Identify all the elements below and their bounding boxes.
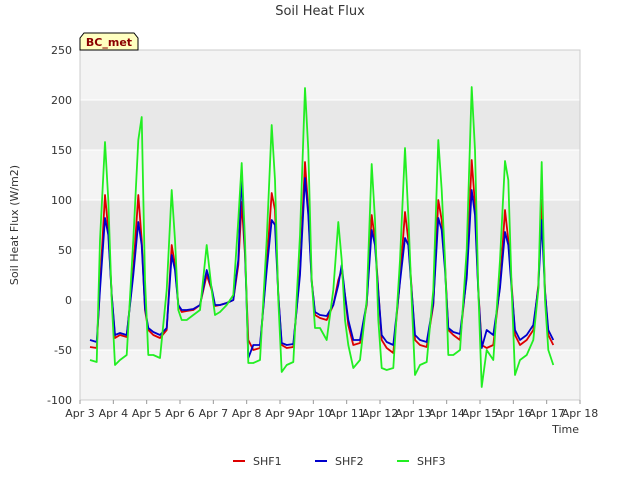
series-lines xyxy=(89,86,555,388)
x-tick-label: Apr 17 xyxy=(528,407,565,420)
legend: SHF1 SHF2 SHF3 xyxy=(233,455,446,468)
x-tick-labels: Apr 3 Apr 4 Apr 5 Apr 6 Apr 7 Apr 8 Apr 9 Apr 1… xyxy=(65,400,598,420)
x-tick-label: Apr 5 xyxy=(132,407,162,420)
legend-label-shf1: SHF1 xyxy=(253,455,282,468)
x-tick-label: Apr 18 xyxy=(562,407,599,420)
plot-band xyxy=(80,100,580,150)
x-tick-label: Apr 11 xyxy=(328,407,365,420)
y-tick-label: -50 xyxy=(54,344,72,357)
x-tick-label: Apr 9 xyxy=(265,407,295,420)
x-tick-label: Apr 4 xyxy=(99,407,129,420)
x-tick-label: Apr 3 xyxy=(65,407,95,420)
y-tick-labels: -100 -50 0 50 100 150 200 250 xyxy=(47,44,72,407)
y-tick-label: 100 xyxy=(51,194,72,207)
plot-bands xyxy=(80,50,580,400)
x-tick-label: Apr 13 xyxy=(395,407,432,420)
x-tick-label: Apr 12 xyxy=(362,407,399,420)
y-tick-label: 150 xyxy=(51,144,72,157)
y-axis-label: Soil Heat Flux (W/m2) xyxy=(8,165,21,285)
x-tick-label: Apr 7 xyxy=(199,407,229,420)
plot-band xyxy=(80,250,580,300)
series-line-shf3 xyxy=(89,86,555,388)
x-axis-label: Time xyxy=(551,423,579,436)
plot-frame xyxy=(79,49,581,401)
y-tick-label: 250 xyxy=(51,44,72,57)
legend-label-shf2: SHF2 xyxy=(335,455,364,468)
plot-band xyxy=(80,150,580,200)
x-tick-label: Apr 6 xyxy=(165,407,195,420)
chart-title: Soil Heat Flux xyxy=(275,4,365,19)
x-tick-label: Apr 15 xyxy=(462,407,499,420)
y-tick-label: 200 xyxy=(51,94,72,107)
site-badge-label: BC_met xyxy=(86,36,132,49)
plot-band xyxy=(80,50,580,100)
x-tick-label: Apr 10 xyxy=(295,407,332,420)
x-tick-label: Apr 14 xyxy=(428,407,465,420)
y-tick-label: -100 xyxy=(47,394,72,407)
x-tick-label: Apr 16 xyxy=(495,407,532,420)
plot-band xyxy=(80,300,580,350)
plot-band xyxy=(80,200,580,250)
legend-label-shf3: SHF3 xyxy=(417,455,446,468)
plot-band xyxy=(80,350,580,400)
y-tick-label: 50 xyxy=(58,244,72,257)
site-badge-shape xyxy=(79,32,139,51)
site-badge: BC_met xyxy=(79,32,139,51)
y-tick-label: 0 xyxy=(65,294,72,307)
x-tick-label: Apr 8 xyxy=(232,407,262,420)
